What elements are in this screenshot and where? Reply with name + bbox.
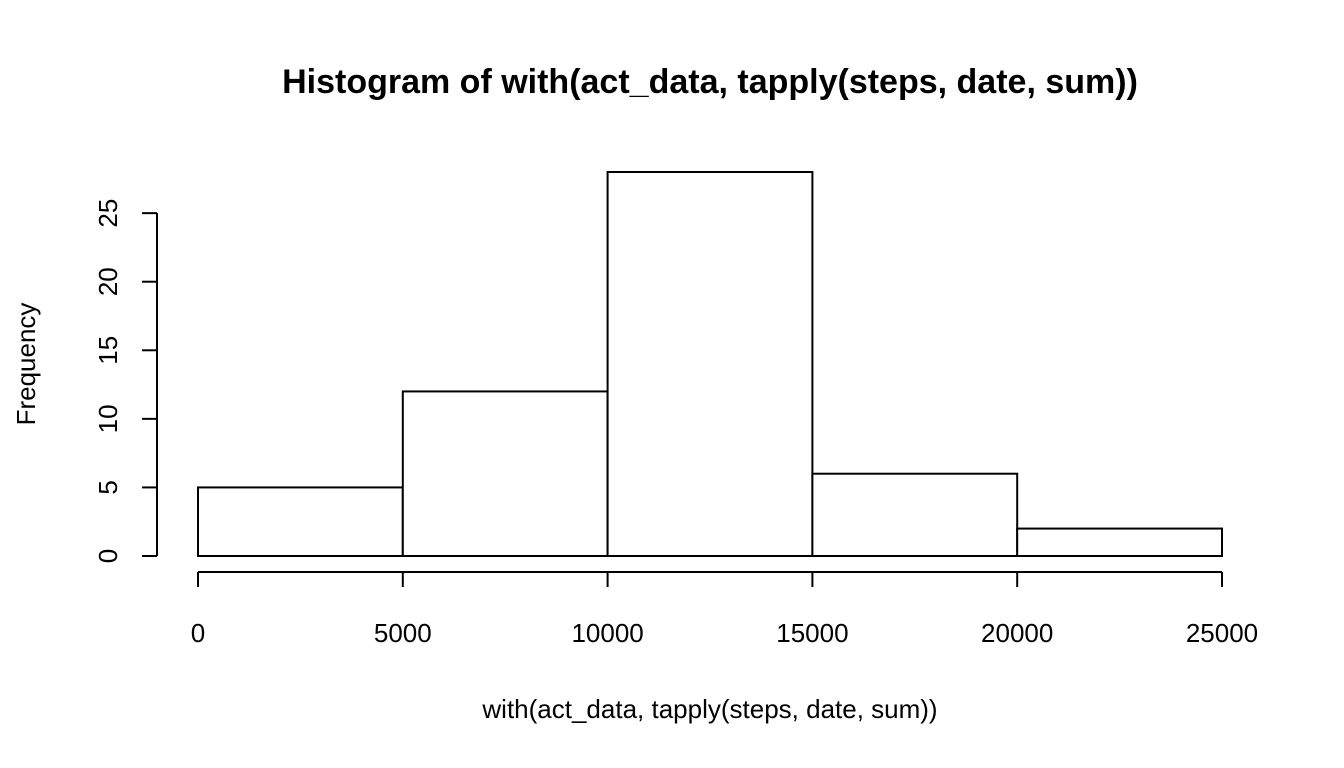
x-tick-label: 10000	[571, 618, 643, 648]
y-tick-label: 0	[93, 549, 123, 563]
y-tick-label: 10	[93, 404, 123, 433]
y-axis-label: Frequency	[11, 303, 41, 426]
x-tick-label: 20000	[981, 618, 1053, 648]
x-tick-label: 25000	[1186, 618, 1258, 648]
histogram-bars	[197, 171, 1224, 558]
chart-title: Histogram of with(act_data, tapply(steps…	[282, 63, 1138, 101]
y-tick-label: 5	[93, 480, 123, 494]
y-tick-label: 25	[93, 199, 123, 228]
x-tick-label: 15000	[776, 618, 848, 648]
x-axis-label: with(act_data, tapply(steps, date, sum))	[481, 694, 937, 724]
y-tick-label: 20	[93, 267, 123, 296]
x-tick-label: 0	[191, 618, 205, 648]
y-tick-label: 15	[93, 336, 123, 365]
histogram-bar-2	[606, 171, 814, 557]
histogram-bar-1	[401, 390, 609, 557]
x-axis: 0 5000 10000 15000 20000 25000	[191, 571, 1258, 648]
histogram-bar-0	[197, 486, 404, 557]
y-axis: 0 5 10 15 20 25	[93, 199, 158, 563]
histogram-bar-3	[811, 472, 1019, 558]
x-tick-label: 5000	[374, 618, 432, 648]
histogram-bar-4	[1016, 527, 1224, 557]
